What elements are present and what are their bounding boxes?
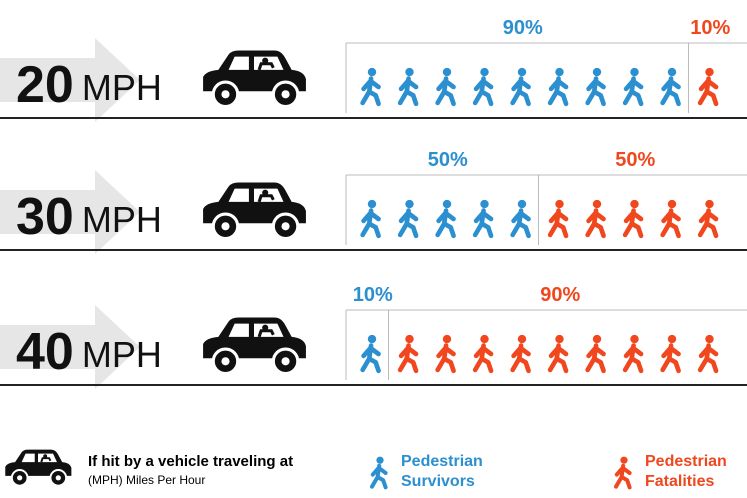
pedestrian <box>625 68 641 104</box>
percent-label: 90% <box>503 17 543 39</box>
legend-pedestrian <box>372 457 386 488</box>
figure-group <box>700 68 716 104</box>
infographic: If hit by a vehicle traveling at (MPH) M… <box>0 0 747 498</box>
percent-label: 10% <box>690 17 730 39</box>
pedestrian <box>550 68 566 104</box>
legend-swatch <box>616 457 630 488</box>
pedestrian <box>663 335 679 371</box>
pedestrian <box>588 200 604 236</box>
pedestrian <box>700 200 716 236</box>
pedestrian <box>475 200 491 236</box>
pedestrian <box>513 200 529 236</box>
pedestrian <box>363 335 379 371</box>
pedestrian <box>438 335 454 371</box>
pedestrian <box>513 335 529 371</box>
speed-value: 40 <box>16 323 74 381</box>
pedestrian <box>400 68 416 104</box>
pedestrian <box>625 335 641 371</box>
pedestrian <box>475 335 491 371</box>
speed-unit: MPH <box>82 334 162 375</box>
pedestrian <box>700 68 716 104</box>
speed-value: 20 <box>16 56 74 114</box>
car-icon <box>203 317 306 373</box>
percent-label: 50% <box>615 149 655 171</box>
pedestrian <box>513 68 529 104</box>
pedestrian <box>363 68 379 104</box>
legend-swatch <box>372 457 386 488</box>
legend-label: Pedestrian Fatalities <box>645 452 747 492</box>
pedestrian <box>663 200 679 236</box>
pedestrian <box>550 335 566 371</box>
chart: If hit by a vehicle traveling at (MPH) M… <box>0 0 747 498</box>
legend-note: If hit by a vehicle traveling at <box>88 453 293 470</box>
figure-group <box>550 200 716 236</box>
percent-label: 10% <box>353 284 393 306</box>
pedestrian <box>438 200 454 236</box>
speed-value: 30 <box>16 188 74 246</box>
legend-subnote: (MPH) Miles Per Hour <box>88 473 205 487</box>
car-icon <box>203 50 306 106</box>
figure-group <box>363 200 529 236</box>
speed-unit: MPH <box>82 199 162 240</box>
pedestrian <box>588 68 604 104</box>
pedestrian <box>700 335 716 371</box>
speed-unit: MPH <box>82 67 162 108</box>
pedestrian <box>663 68 679 104</box>
legend-label: Pedestrian Survivors <box>401 452 511 492</box>
percent-label: 50% <box>428 149 468 171</box>
figure-group <box>363 335 379 371</box>
pedestrian <box>400 335 416 371</box>
pedestrian <box>625 200 641 236</box>
pedestrian <box>363 200 379 236</box>
pedestrian <box>588 335 604 371</box>
legend-car <box>5 450 71 486</box>
car-icon <box>203 182 306 238</box>
pedestrian <box>475 68 491 104</box>
pedestrian <box>438 68 454 104</box>
percent-label: 90% <box>540 284 580 306</box>
figure-group <box>363 68 679 104</box>
figure-group <box>400 335 716 371</box>
legend-pedestrian <box>616 457 630 488</box>
pedestrian <box>550 200 566 236</box>
pedestrian <box>400 200 416 236</box>
